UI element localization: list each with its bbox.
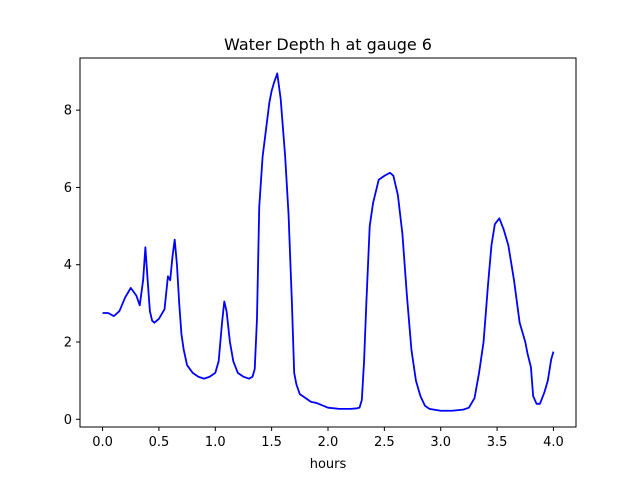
x-tick-label: 0.0 bbox=[92, 435, 113, 450]
y-tick-label: 2 bbox=[64, 335, 72, 350]
plot-area bbox=[102, 72, 555, 412]
x-tick-label: 4.0 bbox=[543, 435, 564, 450]
x-tick-label: 1.5 bbox=[261, 435, 282, 450]
chart-title: Water Depth h at gauge 6 bbox=[224, 35, 432, 54]
series-line-0 bbox=[102, 72, 555, 412]
y-tick-label: 0 bbox=[64, 413, 72, 428]
y-tick-label: 4 bbox=[64, 258, 72, 273]
x-axis-label: hours bbox=[310, 457, 347, 472]
y-tick-label: 6 bbox=[64, 181, 72, 196]
x-tick-label: 3.0 bbox=[430, 435, 451, 450]
x-tick-label: 2.5 bbox=[374, 435, 395, 450]
plot-frame bbox=[79, 57, 577, 428]
x-tick-label: 0.5 bbox=[149, 435, 170, 450]
y-axis: 0 2 4 6 8 bbox=[64, 104, 80, 428]
x-tick-label: 1.0 bbox=[205, 435, 226, 450]
x-axis: 0.0 0.5 1.0 1.5 2.0 2.5 3.0 3.5 4.0 bbox=[92, 427, 564, 450]
y-tick-label: 8 bbox=[64, 104, 72, 119]
x-tick-label: 2.0 bbox=[318, 435, 339, 450]
x-tick-label: 3.5 bbox=[487, 435, 508, 450]
